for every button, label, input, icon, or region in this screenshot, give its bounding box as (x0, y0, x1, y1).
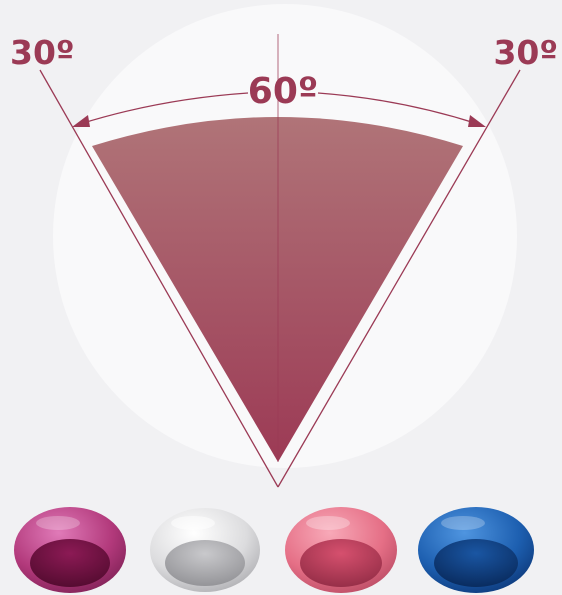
cap-row (14, 507, 534, 593)
total-angle-label: 60º (248, 71, 318, 112)
white-cap (150, 508, 260, 592)
angle-arc-left (79, 92, 249, 125)
right-angle-label: 30º (493, 33, 558, 72)
pink-cap (285, 507, 397, 593)
left-boundary-line (39, 69, 279, 488)
angle-arc-right (317, 92, 479, 125)
arc-arrowhead-left (72, 115, 90, 127)
arc-arrowhead-right (468, 115, 486, 127)
magenta-cap (14, 507, 126, 593)
right-boundary-line (277, 69, 521, 488)
blue-cap (418, 507, 534, 593)
left-angle-label: 30º (10, 33, 75, 72)
